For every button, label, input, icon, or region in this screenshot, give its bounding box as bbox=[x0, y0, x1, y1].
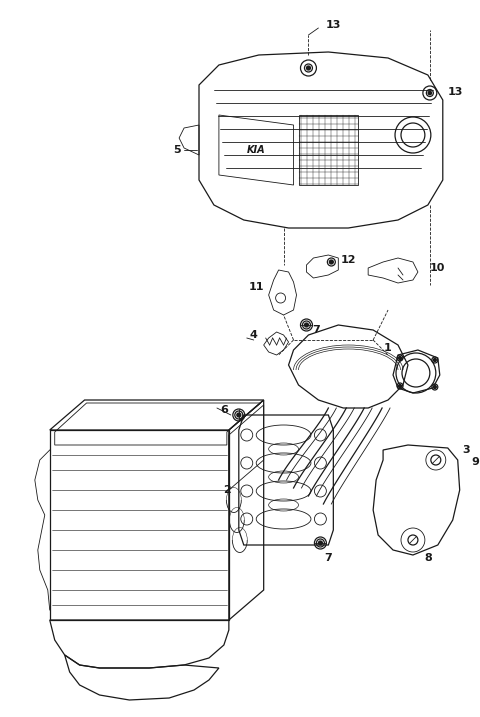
Text: 13: 13 bbox=[325, 20, 341, 30]
Text: 10: 10 bbox=[430, 263, 445, 273]
Text: 12: 12 bbox=[340, 255, 356, 265]
Circle shape bbox=[329, 260, 333, 264]
Circle shape bbox=[304, 323, 309, 327]
Text: 7: 7 bbox=[312, 325, 320, 335]
Text: 9: 9 bbox=[472, 457, 480, 467]
Circle shape bbox=[398, 384, 401, 387]
Text: 8: 8 bbox=[424, 553, 432, 563]
Text: 7: 7 bbox=[324, 553, 332, 563]
Text: 6: 6 bbox=[220, 405, 228, 415]
Text: KIA: KIA bbox=[246, 145, 265, 155]
Text: 5: 5 bbox=[173, 145, 181, 155]
Text: 3: 3 bbox=[462, 445, 469, 455]
Text: 4: 4 bbox=[250, 330, 258, 340]
Circle shape bbox=[318, 541, 323, 545]
Circle shape bbox=[398, 356, 401, 359]
Text: 11: 11 bbox=[249, 282, 264, 292]
Circle shape bbox=[306, 66, 311, 70]
Circle shape bbox=[237, 413, 241, 417]
Circle shape bbox=[433, 358, 436, 361]
Circle shape bbox=[433, 386, 436, 389]
Text: 1: 1 bbox=[384, 343, 392, 353]
Circle shape bbox=[428, 91, 432, 95]
Text: 13: 13 bbox=[448, 87, 463, 97]
Text: 2: 2 bbox=[223, 485, 231, 495]
